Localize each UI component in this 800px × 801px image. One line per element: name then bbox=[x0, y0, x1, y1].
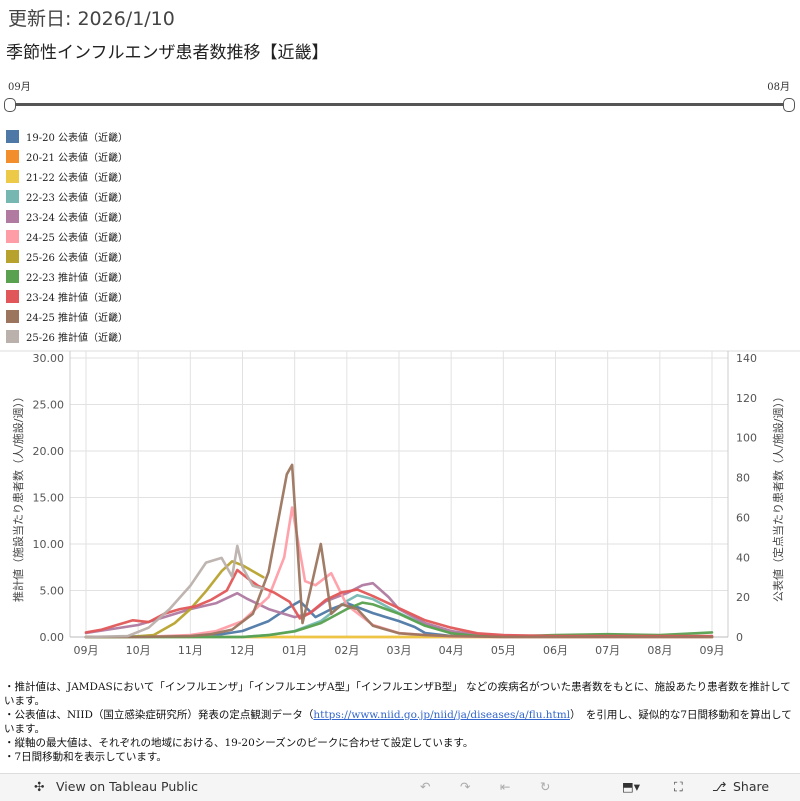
y-right-tick-label: 120 bbox=[736, 392, 757, 405]
redo-icon[interactable]: ↷ bbox=[460, 779, 471, 794]
legend: 19-20 公表値（近畿） 20-21 公表値（近畿） 21-22 公表値（近畿） 2… bbox=[6, 126, 128, 346]
legend-swatch bbox=[6, 329, 19, 343]
y-left-tick-label: 25.00 bbox=[33, 399, 65, 412]
revert-icon[interactable]: ⇤ bbox=[500, 779, 511, 794]
x-tick-label: 07月 bbox=[595, 644, 620, 657]
note-moving-sum: ・7日間移動和を表示しています。 bbox=[4, 751, 167, 763]
legend-label: 25-26 公表値（近畿） bbox=[26, 252, 129, 264]
legend-item[interactable]: 23-24 公表値（近畿） bbox=[6, 206, 128, 226]
legend-swatch bbox=[6, 189, 19, 203]
refresh-icon[interactable]: ↻ bbox=[540, 779, 551, 794]
legend-swatch bbox=[6, 309, 19, 323]
y-left-tick-label: 15.00 bbox=[33, 492, 65, 505]
legend-swatch bbox=[6, 249, 19, 263]
fullscreen-icon[interactable]: ⛶ bbox=[674, 779, 683, 794]
legend-label: 25-26 推計値（近畿） bbox=[26, 332, 129, 344]
legend-item[interactable]: 25-26 推計値（近畿） bbox=[6, 326, 128, 346]
y-left-tick-label: 10.00 bbox=[33, 538, 65, 551]
legend-swatch bbox=[6, 269, 19, 283]
date-slider-labels: 09月 08月 bbox=[8, 78, 792, 93]
y-left-axis-title: 推計値（施設当たり患者数（人/施設/週）） bbox=[11, 391, 25, 602]
note-axis: ・縦軸の最大値は、それぞれの地域における、19-20シーズンのピークに合わせて設… bbox=[4, 737, 474, 749]
y-left-tick-label: 30.00 bbox=[33, 352, 65, 365]
x-tick-label: 01月 bbox=[282, 644, 307, 657]
slider-start-label: 09月 bbox=[8, 82, 31, 93]
note-estimate: ・推計値は、JAMDASにおいて「インフルエンザ」「インフルエンザA型」「インフ… bbox=[4, 681, 791, 707]
legend-item[interactable]: 22-23 公表値（近畿） bbox=[6, 186, 128, 206]
legend-item[interactable]: 19-20 公表値（近畿） bbox=[6, 126, 128, 146]
note-published-text: ・公表値は、NIID（国立感染症研究所）発表の定点観測データ（ bbox=[4, 709, 314, 721]
legend-item[interactable]: 23-24 推計値（近畿） bbox=[6, 286, 128, 306]
legend-label: 21-22 公表値（近畿） bbox=[26, 172, 129, 184]
legend-item[interactable]: 24-25 公表値（近畿） bbox=[6, 226, 128, 246]
x-tick-label: 08月 bbox=[647, 644, 672, 657]
legend-label: 22-23 推計値（近畿） bbox=[26, 272, 129, 284]
y-left-tick-label: 0.00 bbox=[40, 631, 65, 644]
x-tick-label: 12月 bbox=[230, 644, 255, 657]
y-right-tick-label: 40 bbox=[736, 551, 750, 564]
x-tick-label: 04月 bbox=[439, 644, 464, 657]
legend-label: 24-25 公表値（近畿） bbox=[26, 232, 129, 244]
legend-item[interactable]: 21-22 公表値（近畿） bbox=[6, 166, 128, 186]
x-tick-label: 11月 bbox=[178, 644, 203, 657]
slider-handle-start[interactable] bbox=[4, 98, 16, 112]
x-tick-label: 02月 bbox=[334, 644, 359, 657]
update-date: 更新日: 2026/1/10 bbox=[8, 8, 175, 30]
share-button[interactable]: Share bbox=[733, 779, 770, 794]
x-tick-label: 03月 bbox=[387, 644, 412, 657]
view-on-tableau-link[interactable]: View on Tableau Public bbox=[56, 779, 199, 794]
x-tick-label: 10月 bbox=[126, 644, 151, 657]
y-right-tick-label: 60 bbox=[736, 511, 750, 524]
y-right-tick-label: 80 bbox=[736, 472, 750, 485]
legend-label: 19-20 公表値（近畿） bbox=[26, 132, 129, 144]
y-right-tick-label: 140 bbox=[736, 352, 757, 365]
page-title: 季節性インフルエンザ患者数推移【近畿】 bbox=[6, 43, 329, 63]
x-tick-label: 09月 bbox=[700, 644, 725, 657]
legend-item[interactable]: 24-25 推計値（近畿） bbox=[6, 306, 128, 326]
series-line bbox=[84, 463, 714, 639]
legend-item[interactable]: 20-21 公表値（近畿） bbox=[6, 146, 128, 166]
legend-swatch bbox=[6, 129, 19, 143]
y-right-tick-label: 0 bbox=[736, 631, 743, 644]
tableau-logo-icon[interactable]: ✣ bbox=[34, 779, 45, 794]
slider-handle-end[interactable] bbox=[783, 98, 795, 112]
download-icon[interactable]: ⬒▾ bbox=[622, 779, 641, 794]
legend-swatch bbox=[6, 149, 19, 163]
note-published-text-2: ） を引用し、疑似的な7日間移動和を算出しています。 bbox=[4, 709, 792, 735]
legend-swatch bbox=[6, 229, 19, 243]
y-left-tick-label: 5.00 bbox=[40, 585, 65, 598]
slider-end-label: 08月 bbox=[767, 82, 790, 93]
note-published: ・公表値は、NIID（国立感染症研究所）発表の定点観測データ（https://w… bbox=[4, 708, 796, 736]
y-right-axis-title: 公表値（定点当たり患者数（人/施設/週）） bbox=[771, 391, 785, 602]
legend-item[interactable]: 25-26 公表値（近畿） bbox=[6, 246, 128, 266]
x-tick-label: 09月 bbox=[74, 644, 99, 657]
y-right-tick-label: 100 bbox=[736, 432, 757, 445]
flu-trend-chart: 0.00 5.00 10.00 15.00 20.00 25.00 30.00 0 20 40 60… bbox=[0, 350, 800, 657]
x-tick-label: 06月 bbox=[543, 644, 568, 657]
y-right-tick-label: 20 bbox=[736, 591, 750, 604]
legend-label: 24-25 推計値（近畿） bbox=[26, 312, 129, 324]
legend-label: 22-23 公表値（近畿） bbox=[26, 192, 129, 204]
legend-label: 23-24 公表値（近畿） bbox=[26, 212, 129, 224]
notes: ・推計値は、JAMDASにおいて「インフルエンザ」「インフルエンザA型」「インフ… bbox=[4, 680, 796, 764]
undo-icon[interactable]: ↶ bbox=[420, 779, 431, 794]
share-icon[interactable]: ⎇ bbox=[712, 779, 727, 794]
date-slider-track[interactable] bbox=[12, 103, 790, 106]
legend-label: 23-24 推計値（近畿） bbox=[26, 292, 129, 304]
tableau-toolbar: ✣ View on Tableau Public ↶ ↷ ⇤ ↻ ⬒▾ ⛶ ⎇ … bbox=[0, 773, 800, 801]
legend-swatch bbox=[6, 209, 19, 223]
x-tick-label: 05月 bbox=[491, 644, 516, 657]
series-line bbox=[84, 544, 265, 639]
niid-link[interactable]: https://www.niid.go.jp/niid/ja/diseases/… bbox=[313, 709, 571, 721]
legend-swatch bbox=[6, 169, 19, 183]
legend-swatch bbox=[6, 289, 19, 303]
y-left-tick-label: 20.00 bbox=[33, 445, 65, 458]
legend-item[interactable]: 22-23 推計値（近畿） bbox=[6, 266, 128, 286]
legend-label: 20-21 公表値（近畿） bbox=[26, 152, 129, 164]
